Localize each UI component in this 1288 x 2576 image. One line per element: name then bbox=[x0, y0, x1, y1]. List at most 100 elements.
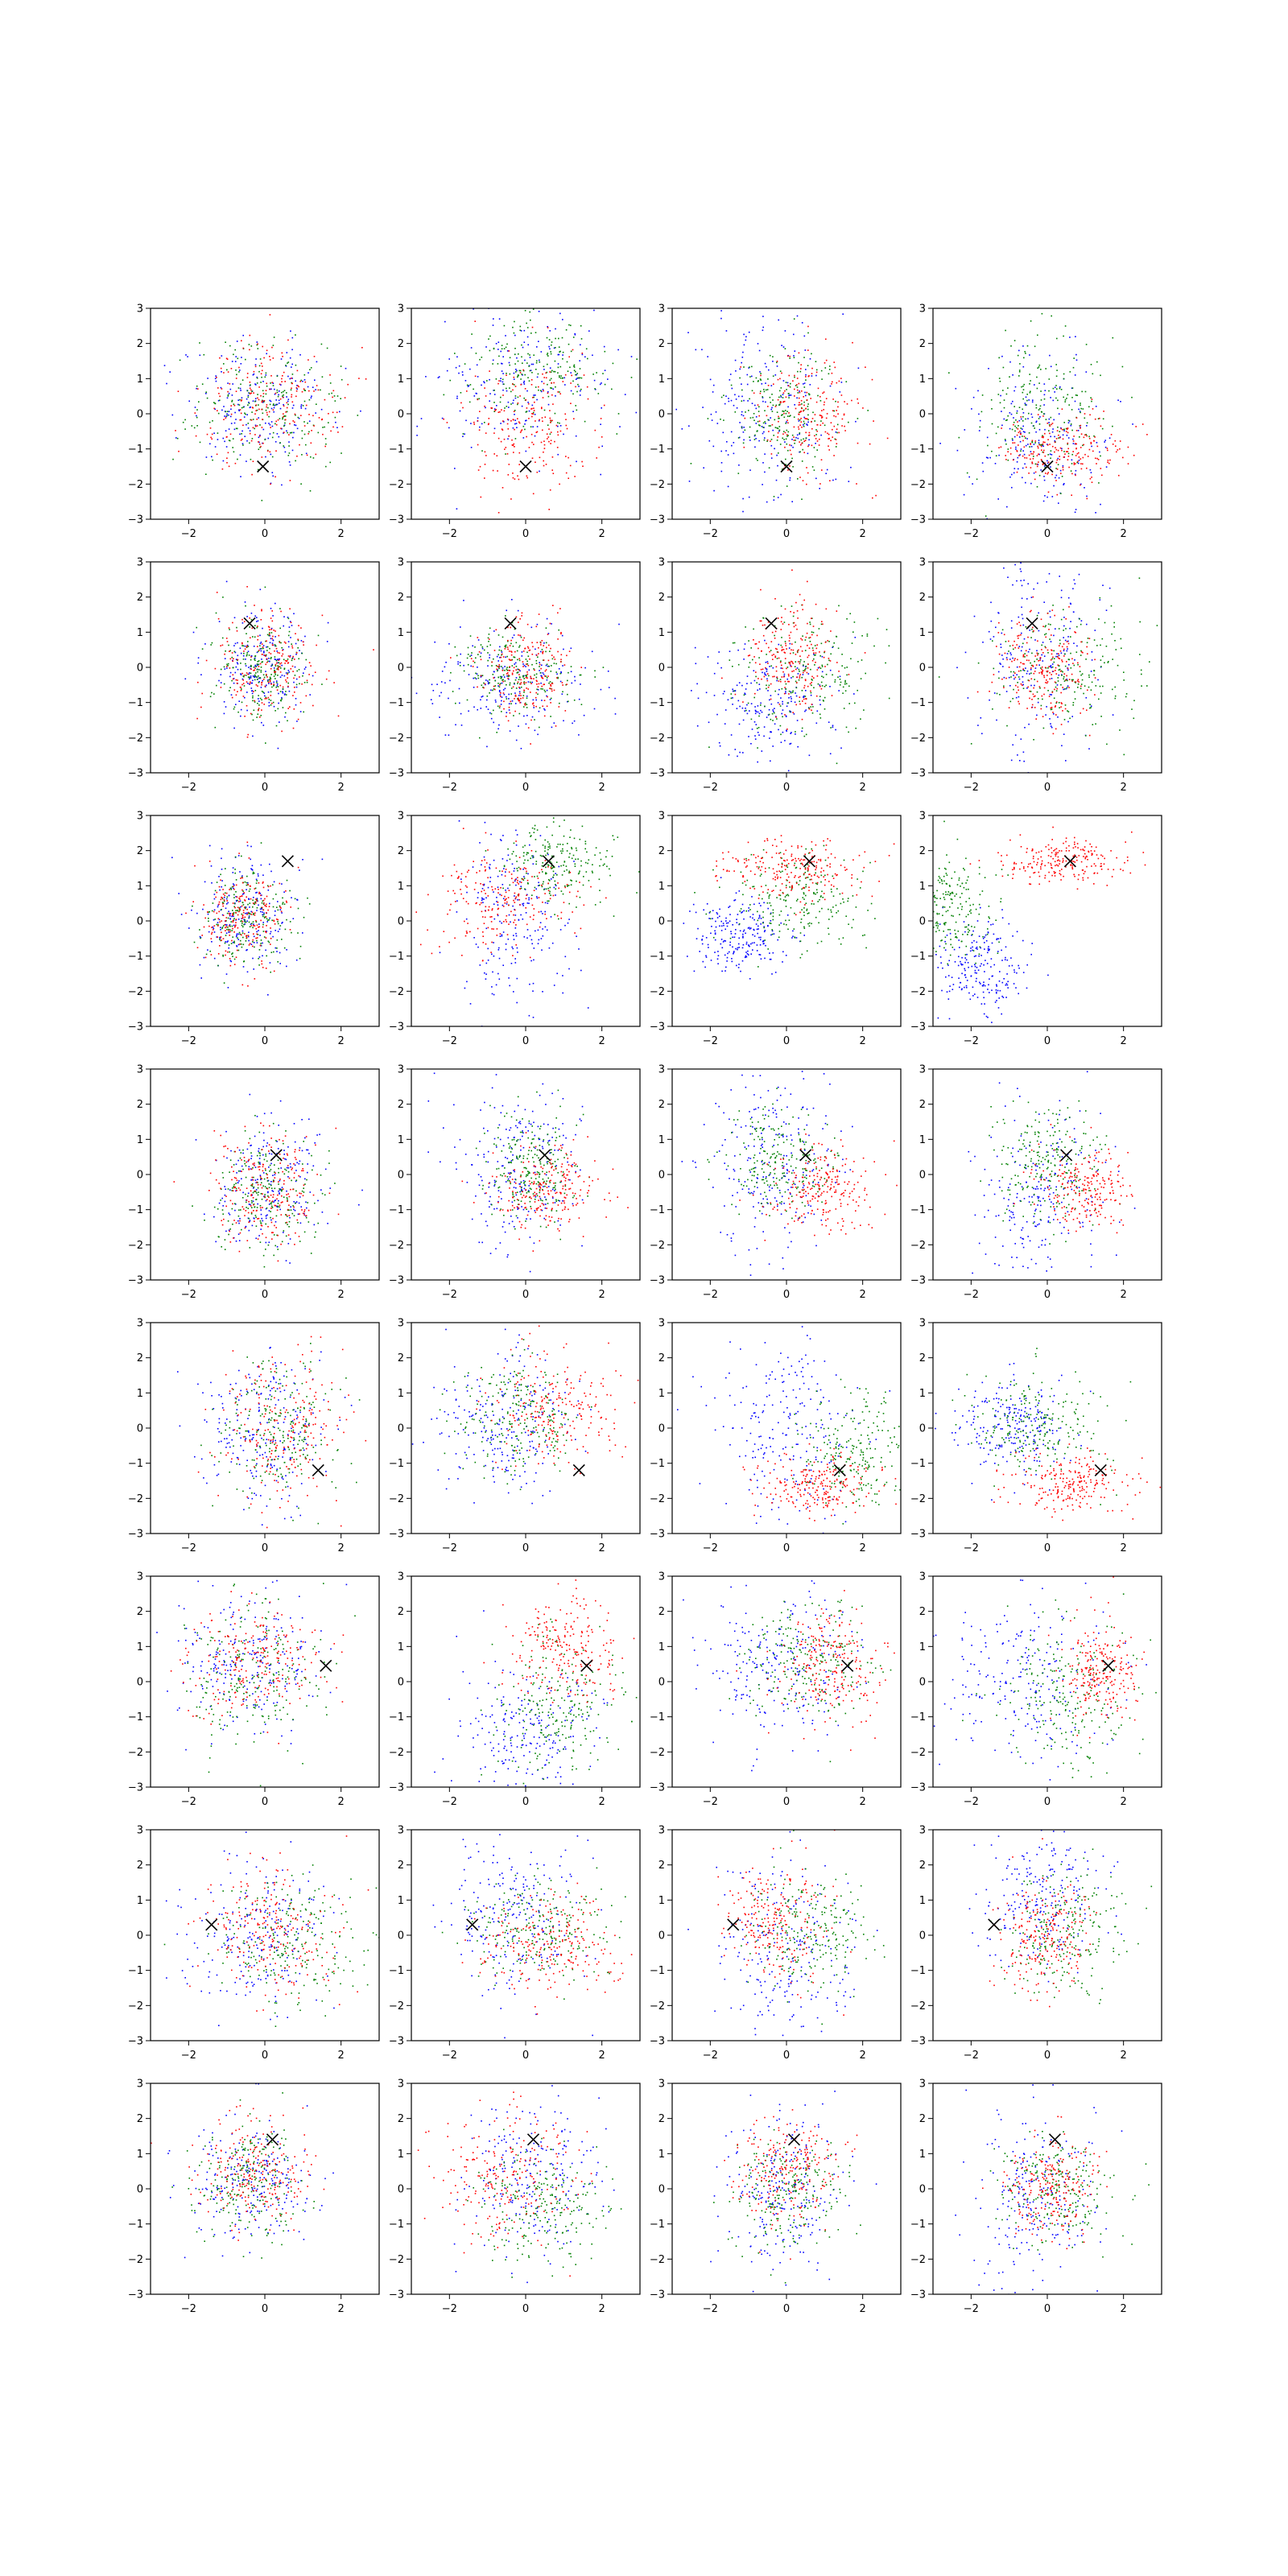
data-point bbox=[1017, 754, 1018, 756]
data-point bbox=[535, 394, 536, 396]
data-point bbox=[995, 432, 997, 435]
data-point bbox=[510, 639, 512, 642]
data-point bbox=[226, 462, 228, 464]
data-point bbox=[237, 679, 238, 681]
data-point bbox=[568, 650, 571, 652]
data-point bbox=[261, 681, 263, 683]
data-point bbox=[270, 665, 272, 667]
data-point bbox=[710, 413, 712, 415]
data-point bbox=[283, 424, 286, 426]
data-point bbox=[550, 702, 551, 704]
data-point bbox=[503, 324, 506, 327]
data-point bbox=[257, 397, 258, 399]
data-point bbox=[1067, 448, 1069, 450]
data-point bbox=[837, 406, 839, 408]
data-point bbox=[776, 411, 778, 413]
data-point bbox=[805, 636, 807, 638]
data-point bbox=[1067, 597, 1070, 599]
data-point bbox=[865, 366, 866, 368]
data-point bbox=[813, 658, 815, 660]
data-point bbox=[269, 423, 271, 426]
data-point bbox=[298, 658, 299, 660]
data-point bbox=[502, 680, 504, 683]
data-point bbox=[803, 698, 805, 700]
data-point bbox=[513, 378, 515, 380]
data-point bbox=[280, 642, 282, 644]
data-point bbox=[770, 535, 772, 537]
data-point bbox=[249, 382, 251, 383]
data-point bbox=[481, 696, 483, 698]
data-point bbox=[1107, 461, 1108, 463]
data-point bbox=[1057, 464, 1059, 465]
data-point bbox=[1010, 620, 1013, 622]
data-point bbox=[248, 654, 250, 656]
data-point bbox=[1075, 417, 1078, 419]
data-point bbox=[753, 419, 755, 421]
data-point bbox=[820, 369, 823, 372]
data-point bbox=[525, 663, 527, 665]
data-point bbox=[452, 691, 454, 692]
data-point bbox=[807, 403, 809, 405]
data-point bbox=[1022, 345, 1024, 347]
data-point bbox=[1037, 445, 1038, 448]
data-point bbox=[823, 656, 825, 658]
data-point bbox=[811, 353, 812, 355]
data-point bbox=[849, 613, 851, 615]
data-point bbox=[760, 709, 762, 712]
data-point bbox=[1062, 465, 1064, 467]
data-point bbox=[794, 350, 796, 352]
data-point bbox=[812, 706, 814, 708]
data-point bbox=[765, 401, 766, 403]
y-tick-label: −3 bbox=[389, 768, 404, 780]
data-point bbox=[237, 668, 239, 671]
data-point bbox=[523, 681, 525, 683]
data-point bbox=[816, 430, 818, 432]
data-point bbox=[497, 728, 499, 730]
data-point bbox=[316, 361, 318, 363]
data-point bbox=[1018, 616, 1020, 618]
data-point bbox=[295, 364, 297, 366]
data-point bbox=[1043, 655, 1046, 657]
data-point bbox=[825, 674, 828, 675]
data-point bbox=[779, 403, 781, 406]
data-point bbox=[308, 431, 310, 433]
data-point bbox=[1084, 390, 1087, 393]
data-point bbox=[242, 430, 243, 432]
y-tick-label: 3 bbox=[137, 557, 143, 569]
data-point bbox=[566, 289, 568, 291]
data-point bbox=[779, 402, 782, 404]
data-point bbox=[1067, 669, 1069, 671]
data-point bbox=[549, 433, 551, 435]
data-point bbox=[520, 636, 522, 638]
data-point bbox=[509, 650, 510, 652]
data-point bbox=[254, 364, 257, 365]
data-point bbox=[542, 373, 543, 375]
data-point bbox=[778, 429, 781, 431]
data-point bbox=[792, 675, 794, 678]
data-point bbox=[761, 650, 762, 652]
data-point bbox=[1037, 447, 1039, 449]
data-point bbox=[724, 723, 726, 724]
data-point bbox=[483, 381, 485, 382]
data-point bbox=[999, 402, 1001, 404]
data-point bbox=[526, 715, 528, 716]
data-point bbox=[812, 625, 815, 627]
data-point bbox=[246, 709, 248, 712]
data-point bbox=[729, 650, 731, 652]
data-point bbox=[295, 380, 296, 382]
data-point bbox=[250, 675, 252, 677]
data-point bbox=[871, 378, 873, 381]
data-point bbox=[749, 654, 751, 656]
data-point bbox=[815, 438, 817, 440]
data-point bbox=[275, 647, 278, 650]
data-point bbox=[554, 658, 556, 660]
data-point bbox=[720, 317, 722, 320]
data-point bbox=[249, 407, 251, 409]
data-point bbox=[1030, 458, 1031, 460]
data-point bbox=[258, 666, 260, 667]
data-point bbox=[774, 723, 776, 725]
data-point bbox=[481, 647, 484, 650]
data-point bbox=[1016, 434, 1018, 436]
data-point bbox=[787, 385, 790, 387]
data-point bbox=[810, 706, 811, 708]
